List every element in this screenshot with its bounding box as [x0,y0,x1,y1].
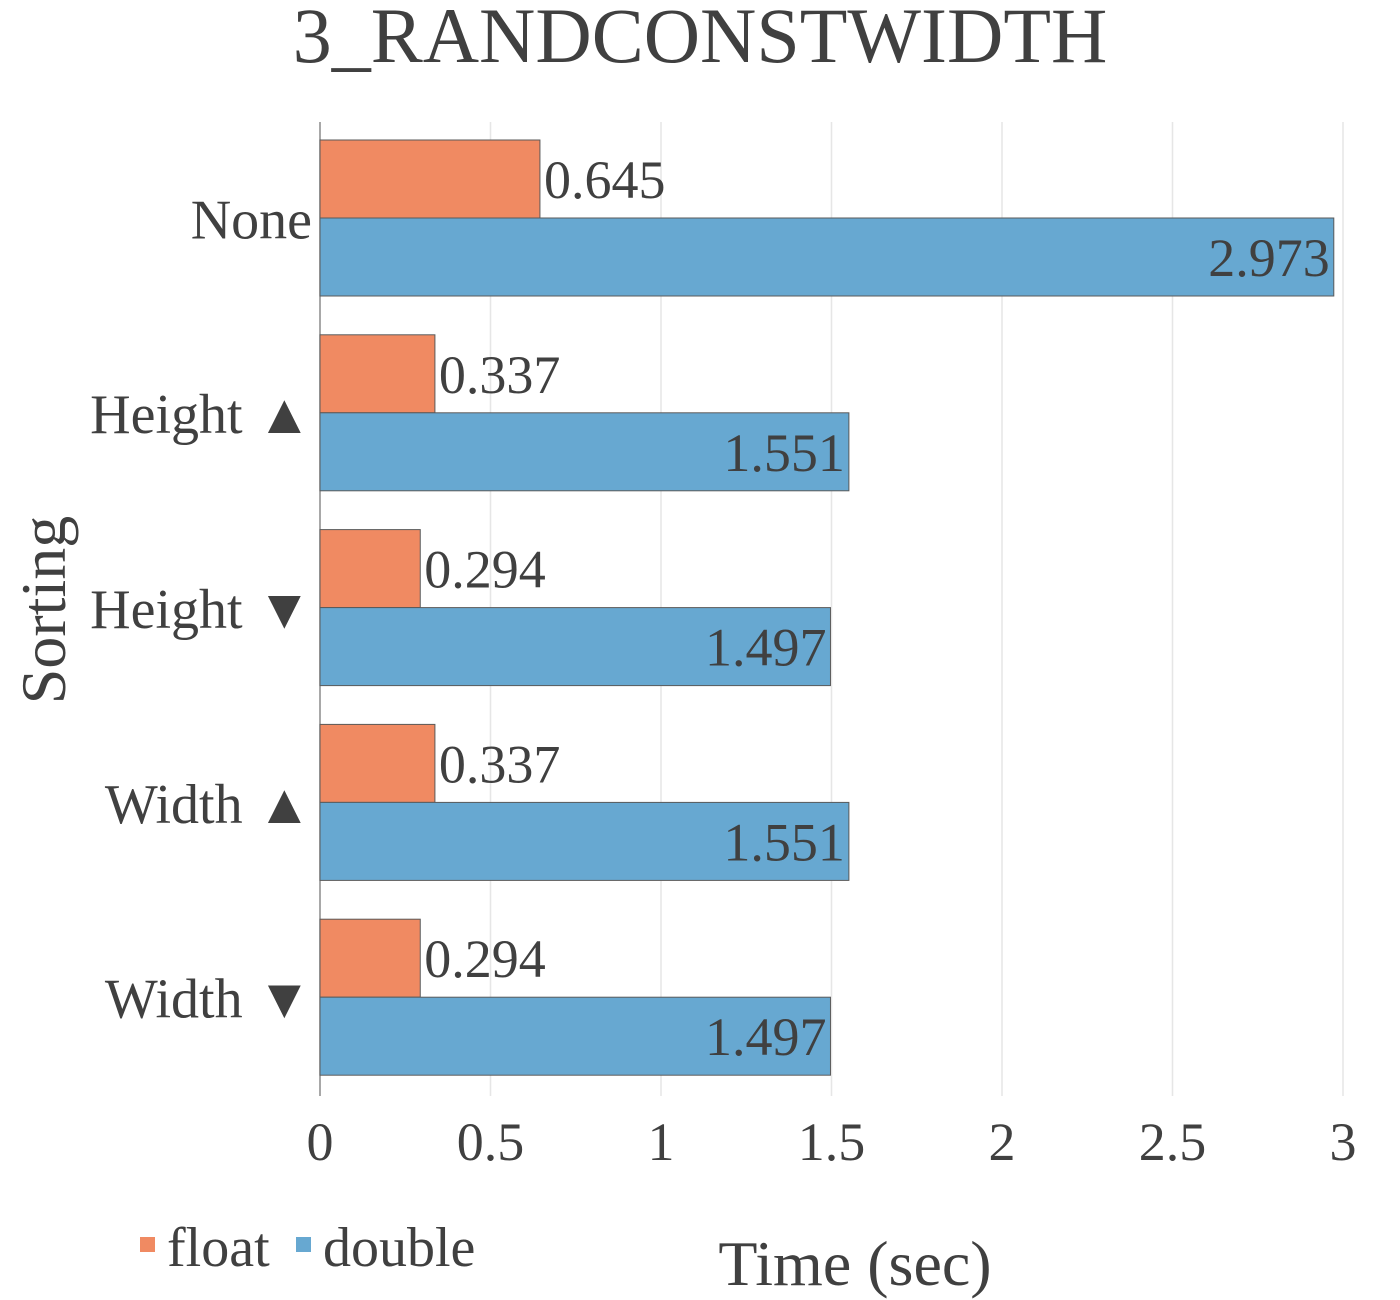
data-label: 0.337 [439,345,561,405]
bar-double [319,217,1335,297]
x-tick-label: 2.5 [1139,1112,1207,1172]
data-label: 0.294 [424,540,546,600]
bar-float [319,334,436,414]
category-label: Width ▼ [105,969,312,1031]
bar-float [319,723,436,803]
bar-double [319,412,850,492]
category-label: Width ▲ [105,774,312,836]
bar-double [319,607,831,687]
x-tick-label: 1.5 [798,1112,866,1172]
x-tick-label: 2 [989,1112,1016,1172]
legend: float double [140,1217,475,1279]
x-tick-label: 1 [648,1112,675,1172]
x-tick-label: 0 [307,1112,334,1172]
legend-label: float [167,1217,270,1279]
legend-swatch-double [296,1237,311,1252]
data-label: 1.497 [705,618,827,678]
data-label: 0.645 [544,150,666,210]
category-label: Height ▼ [90,579,312,641]
legend-label: double [323,1217,475,1279]
category-label: Height ▲ [90,384,312,446]
bar-double [319,801,850,881]
x-tick-label: 3 [1330,1112,1357,1172]
data-label: 1.497 [705,1007,827,1067]
category-label: None [191,189,312,251]
bars: 0.645 2.973 0.337 1.551 0.294 1.497 0.337 1.551… [319,139,1335,1076]
bar-float [319,918,421,998]
data-label: 0.337 [439,734,561,794]
data-label: 2.973 [1208,228,1330,288]
bar-float [319,529,421,609]
x-tick-labels: 0 0.5 1 1.5 2 2.5 3 [307,1112,1357,1172]
legend-swatch-float [140,1237,155,1252]
x-axis-label: Time (sec) [718,1228,991,1299]
x-tick-label: 0.5 [457,1112,525,1172]
data-label: 0.294 [424,929,546,989]
chart-title: 3_RANDCONSTWIDTH [293,0,1108,79]
bar-float [319,139,541,219]
data-label: 1.551 [723,812,845,872]
data-label: 1.551 [723,423,845,483]
category-labels: None Height ▲ Height ▼ Width ▲ Width ▼ [90,189,312,1030]
bar-double [319,996,831,1076]
y-axis-label: Sorting [8,516,79,704]
